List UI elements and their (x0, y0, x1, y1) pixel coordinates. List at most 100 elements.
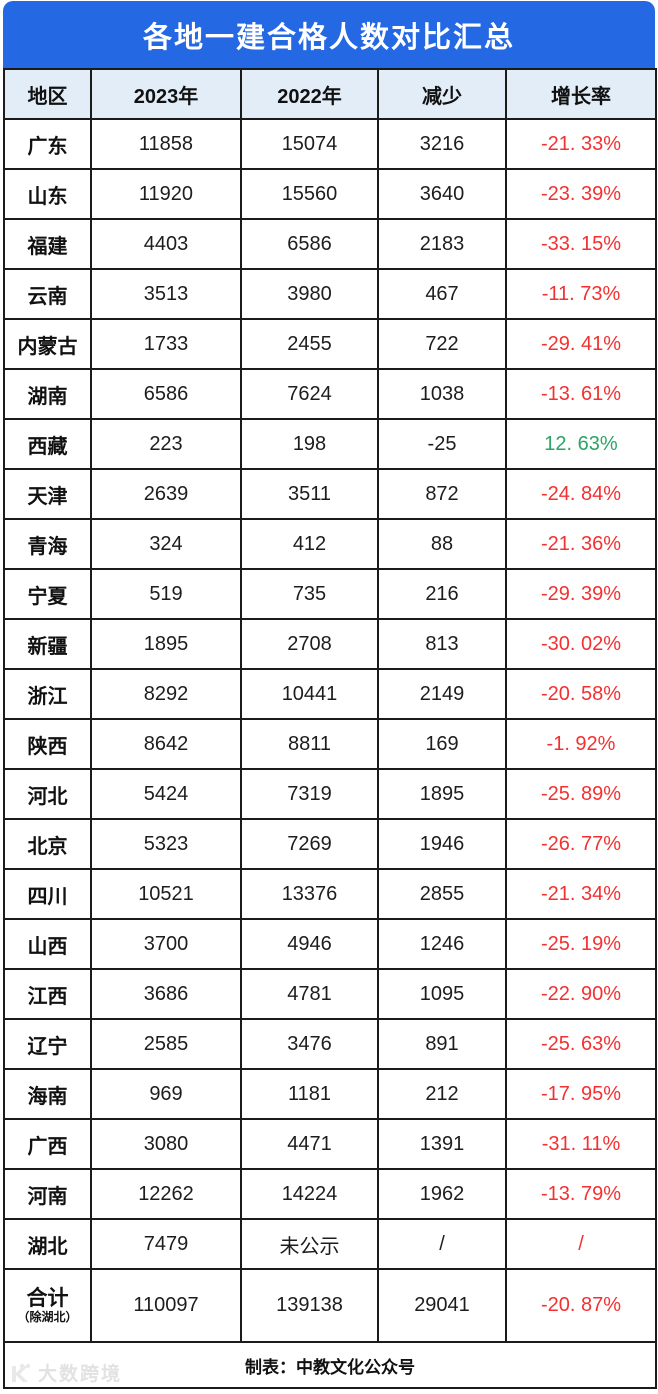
decrease-cell: / (377, 1218, 507, 1270)
year-2023-cell: 969 (90, 1068, 242, 1120)
region-cell: 辽宁 (3, 1018, 92, 1070)
year-2023-cell: 3513 (90, 268, 242, 320)
title-bar: 各地一建合格人数对比汇总 (3, 1, 655, 68)
table-row: 辽宁 2585 3476 891 -25. 63% (3, 1018, 657, 1070)
year-2023-cell: 3080 (90, 1118, 242, 1170)
year-2023-cell: 5424 (90, 768, 242, 820)
table-row: 北京 5323 7269 1946 -26. 77% (3, 818, 657, 870)
year-2023-cell: 519 (90, 568, 242, 620)
year-2022-cell: 2455 (240, 318, 379, 370)
decrease-cell: 1946 (377, 818, 507, 870)
decrease-cell: 216 (377, 568, 507, 620)
growth-cell: -25. 63% (505, 1018, 657, 1070)
growth-cell: -20. 87% (505, 1268, 657, 1343)
total-sublabel: （除湖北） (17, 1309, 78, 1324)
growth-cell: -23. 39% (505, 168, 657, 220)
region-cell: 新疆 (3, 618, 92, 670)
table-row: 河北 5424 7319 1895 -25. 89% (3, 768, 657, 820)
table-row: 青海 324 412 88 -21. 36% (3, 518, 657, 570)
growth-cell: -17. 95% (505, 1068, 657, 1120)
region-cell: 河北 (3, 768, 92, 820)
year-2022-cell: 15074 (240, 118, 379, 170)
year-2023-cell: 2639 (90, 468, 242, 520)
year-2022-cell: 1181 (240, 1068, 379, 1120)
year-2023-cell: 4403 (90, 218, 242, 270)
year-2022-cell: 15560 (240, 168, 379, 220)
year-2022-cell: 4946 (240, 918, 379, 970)
decrease-cell: 169 (377, 718, 507, 770)
year-2022-cell: 7624 (240, 368, 379, 420)
year-2023-cell: 6586 (90, 368, 242, 420)
year-2023-cell: 7479 (90, 1218, 242, 1270)
decrease-cell: 891 (377, 1018, 507, 1070)
table-row: 江西 3686 4781 1095 -22. 90% (3, 968, 657, 1020)
growth-cell: -21. 36% (505, 518, 657, 570)
year-2022-cell: 2708 (240, 618, 379, 670)
decrease-cell: 722 (377, 318, 507, 370)
table-row: 山东 11920 15560 3640 -23. 39% (3, 168, 657, 220)
table-row: 广西 3080 4471 1391 -31. 11% (3, 1118, 657, 1170)
year-2022-cell: 7319 (240, 768, 379, 820)
year-2023-cell: 3700 (90, 918, 242, 970)
growth-cell: -31. 11% (505, 1118, 657, 1170)
table-row: 湖北 7479 未公示 / / (3, 1218, 657, 1270)
decrease-cell: 29041 (377, 1268, 507, 1343)
table-header: 地区 2023年 2022年 减少 增长率 (3, 68, 657, 120)
page-title: 各地一建合格人数对比汇总 (142, 21, 515, 54)
decrease-cell: 1038 (377, 368, 507, 420)
growth-cell: -22. 90% (505, 968, 657, 1020)
year-2022-cell: 198 (240, 418, 379, 470)
table-row: 四川 10521 13376 2855 -21. 34% (3, 868, 657, 920)
growth-cell: -11. 73% (505, 268, 657, 320)
region-cell: 福建 (3, 218, 92, 270)
table-row: 天津 2639 3511 872 -24. 84% (3, 468, 657, 520)
growth-cell: -25. 89% (505, 768, 657, 820)
region-cell: 广东 (3, 118, 92, 170)
decrease-cell: 872 (377, 468, 507, 520)
year-2022-cell: 6586 (240, 218, 379, 270)
growth-cell: -25. 19% (505, 918, 657, 970)
year-2022-cell: 14224 (240, 1168, 379, 1220)
year-2022-cell: 8811 (240, 718, 379, 770)
growth-cell: -13. 79% (505, 1168, 657, 1220)
header-decrease: 减少 (377, 68, 507, 120)
header-2023: 2023年 (90, 68, 242, 120)
region-cell: 湖北 (3, 1218, 92, 1270)
year-2022-cell: 3476 (240, 1018, 379, 1070)
decrease-cell: 1962 (377, 1168, 507, 1220)
growth-cell: -29. 39% (505, 568, 657, 620)
year-2023-cell: 324 (90, 518, 242, 570)
table-footer: 制表：中教文化公众号 (3, 1341, 657, 1389)
year-2022-cell: 735 (240, 568, 379, 620)
growth-cell: -13. 61% (505, 368, 657, 420)
growth-cell: -33. 15% (505, 218, 657, 270)
year-2023-cell: 1895 (90, 618, 242, 670)
growth-cell: -30. 02% (505, 618, 657, 670)
region-cell: 四川 (3, 868, 92, 920)
region-cell: 江西 (3, 968, 92, 1020)
decrease-cell: 212 (377, 1068, 507, 1120)
region-cell: 浙江 (3, 668, 92, 720)
decrease-cell: 3216 (377, 118, 507, 170)
table-row: 广东 11858 15074 3216 -21. 33% (3, 118, 657, 170)
year-2022-cell: 3511 (240, 468, 379, 520)
growth-cell: -26. 77% (505, 818, 657, 870)
table-row: 福建 4403 6586 2183 -33. 15% (3, 218, 657, 270)
year-2022-cell: 4781 (240, 968, 379, 1020)
year-2023-cell: 5323 (90, 818, 242, 870)
year-2023-cell: 8642 (90, 718, 242, 770)
growth-cell: -24. 84% (505, 468, 657, 520)
region-cell: 青海 (3, 518, 92, 570)
growth-cell: -20. 58% (505, 668, 657, 720)
table-row: 海南 969 1181 212 -17. 95% (3, 1068, 657, 1120)
region-cell: 湖南 (3, 368, 92, 420)
table-body: 广东 11858 15074 3216 -21. 33% 山东 11920 15560 3640… (3, 118, 657, 1343)
year-2022-cell: 412 (240, 518, 379, 570)
region-cell: 内蒙古 (3, 318, 92, 370)
year-2023-cell: 1733 (90, 318, 242, 370)
region-cell: 山西 (3, 918, 92, 970)
year-2023-cell: 3686 (90, 968, 242, 1020)
total-row: 合计 （除湖北） 110097 139138 29041 -20. 87% (3, 1268, 657, 1343)
table-row: 宁夏 519 735 216 -29. 39% (3, 568, 657, 620)
